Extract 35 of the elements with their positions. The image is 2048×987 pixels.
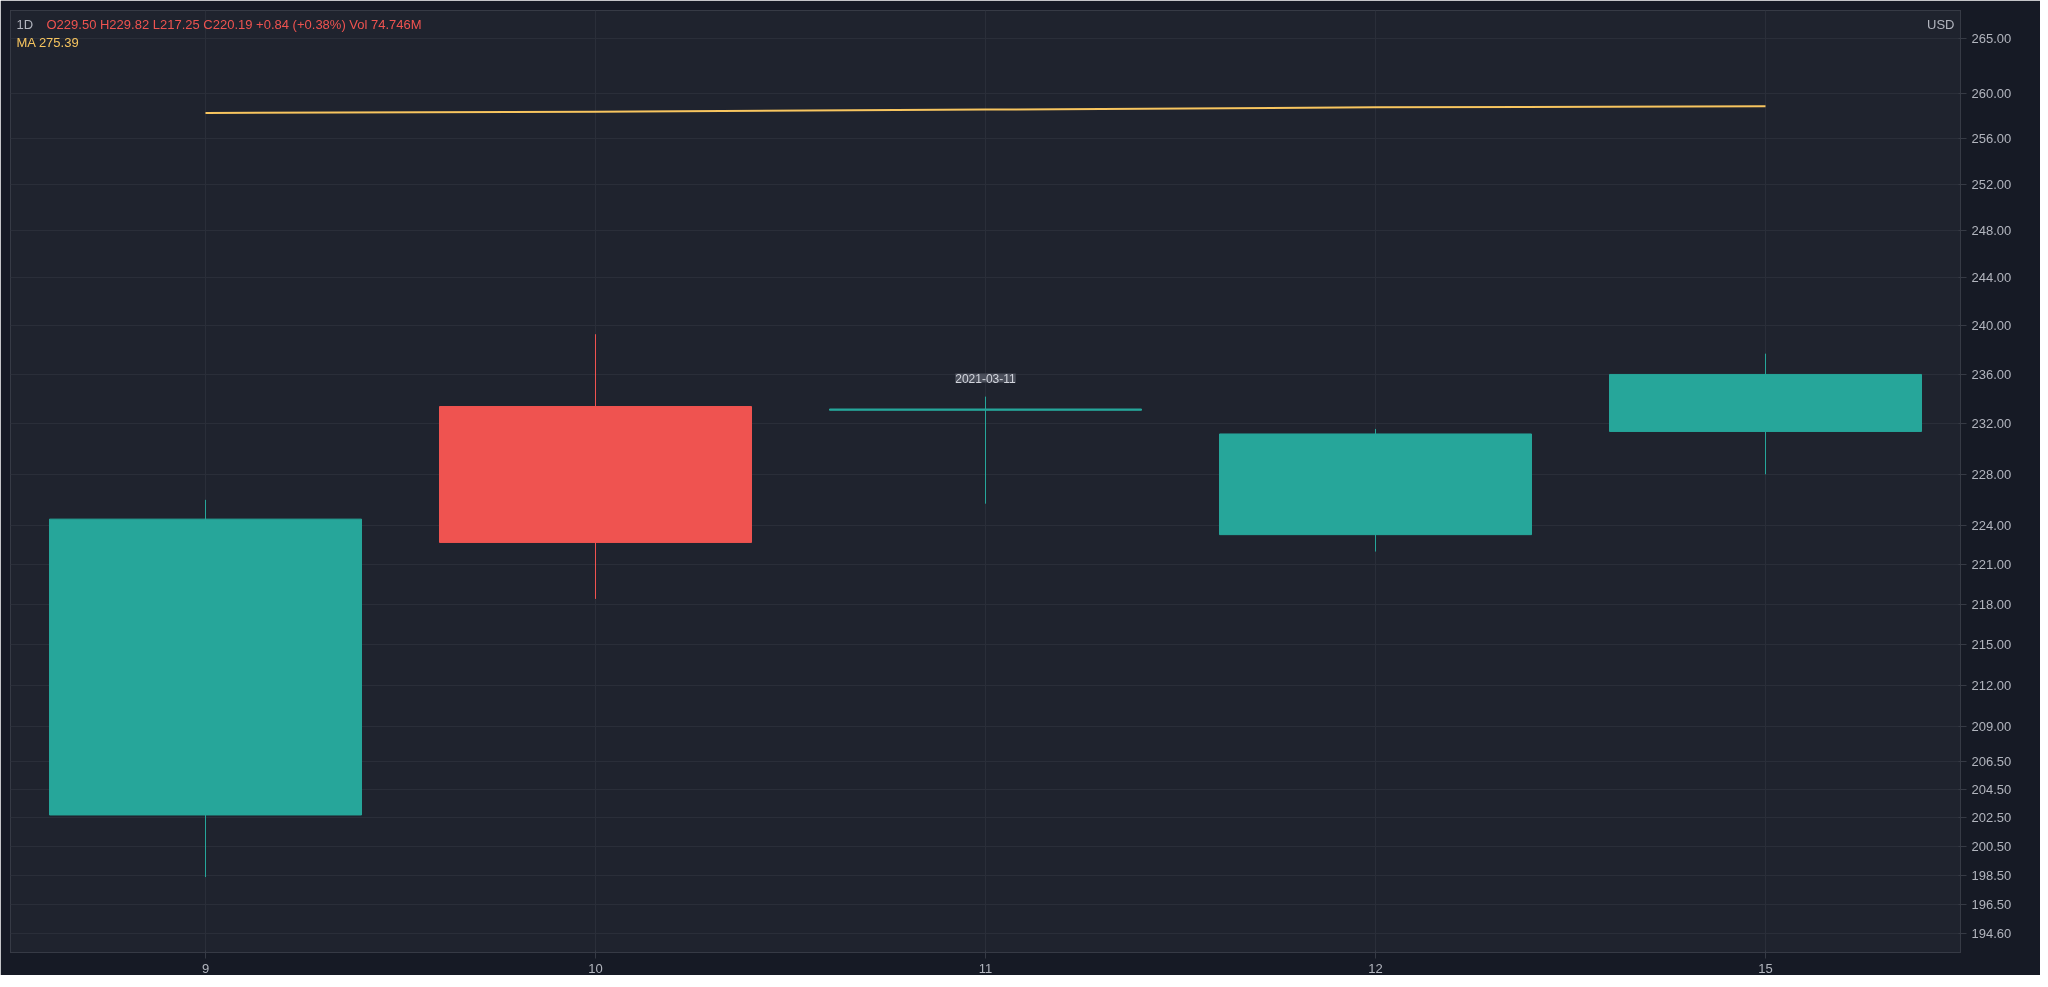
y-tick-label: 260.00 bbox=[1971, 86, 2012, 102]
y-tick-label: 256.00 bbox=[1971, 131, 2012, 147]
x-tick-label: 15 bbox=[1758, 960, 1773, 976]
y-tick-label: 215.00 bbox=[1971, 636, 2012, 652]
x-tick-label: 10 bbox=[588, 960, 603, 976]
y-tick-label: 200.50 bbox=[1971, 839, 2012, 855]
y-tick-label: 248.00 bbox=[1971, 223, 2012, 239]
y-axis-title: USD bbox=[1927, 16, 1955, 32]
y-tick-label: 221.00 bbox=[1971, 557, 2012, 573]
line-series bbox=[204, 105, 1767, 114]
y-tick-label: 232.00 bbox=[1971, 416, 2012, 432]
x-tick-label: 11 bbox=[978, 960, 993, 976]
y-tick-label: 209.00 bbox=[1971, 718, 2012, 734]
text: 1D bbox=[16, 16, 34, 32]
y-tick-label: 228.00 bbox=[1971, 466, 2012, 482]
candlestick bbox=[829, 396, 1142, 505]
y-tick-label: 212.00 bbox=[1971, 677, 2012, 693]
y-tick-label: 194.60 bbox=[1971, 925, 2012, 941]
y-tick-label: 240.00 bbox=[1971, 318, 2012, 334]
y-tick-label: 236.00 bbox=[1971, 366, 2012, 382]
y-tick-label: 265.00 bbox=[1971, 31, 2012, 47]
y-tick-label: 218.00 bbox=[1971, 596, 2012, 612]
y-tick-label: 196.50 bbox=[1971, 897, 2012, 913]
y-tick-label: 224.00 bbox=[1971, 518, 2012, 534]
y-tick-label: 252.00 bbox=[1971, 176, 2012, 192]
annotation: MA 275.39 bbox=[16, 34, 79, 50]
x-tick-label: 12 bbox=[1368, 960, 1383, 976]
annotation: 2021-03-11 bbox=[955, 371, 1017, 386]
x-tick-label: 9 bbox=[201, 960, 210, 976]
y-tick-label: 202.50 bbox=[1971, 810, 2012, 826]
y-tick-label: 206.50 bbox=[1971, 753, 2012, 769]
y-tick-label: 198.50 bbox=[1971, 868, 2012, 884]
y-tick-label: 244.00 bbox=[1971, 270, 2012, 286]
annotation: O229.50 H229.82 L217.25 C220.19 +0.84 (+0.38%) Vol 74.746M bbox=[46, 16, 422, 32]
y-tick-label: 204.50 bbox=[1971, 781, 2012, 797]
